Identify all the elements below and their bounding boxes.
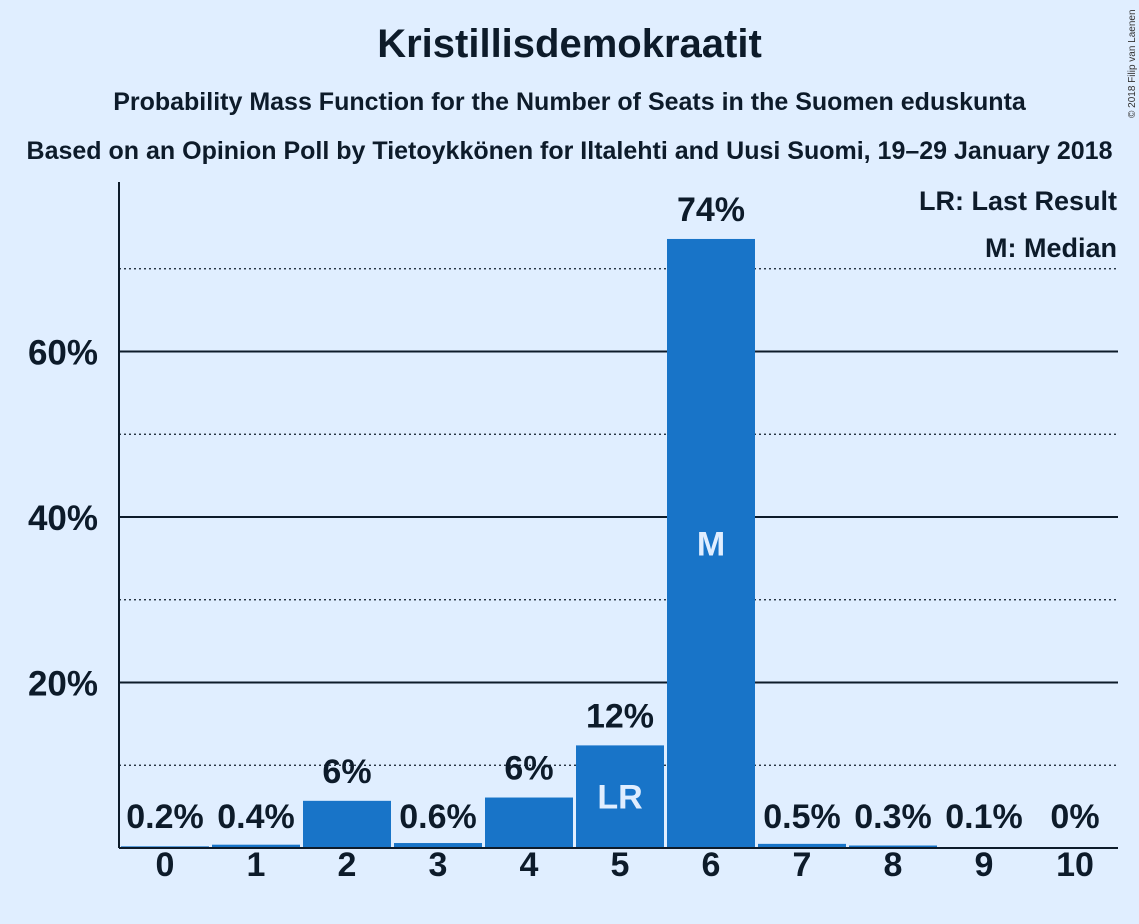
x-axis-labels: 0 1 2 3 4 5 6 7 8 9 10 [156,846,1094,884]
x-tick-label: 2 [338,846,357,884]
y-tick-label: 40% [28,499,98,538]
gridlines [119,268,1118,766]
y-axis-labels: 20% 40% 60% [28,334,98,704]
bar-value-label: 0.6% [399,798,477,836]
x-tick-label: 4 [520,846,539,884]
chart-source: Based on an Opinion Poll by Tietoykkönen… [26,137,1113,165]
bar-4 [485,797,573,848]
y-tick-label: 20% [28,665,98,704]
x-tick-label: 5 [611,846,630,884]
legend-median: M: Median [985,233,1117,263]
bar-value-label: 0.4% [217,798,295,836]
bar-6 [667,238,755,848]
x-tick-label: 0 [156,846,175,884]
x-tick-label: 3 [429,846,448,884]
bar-2 [303,800,391,848]
bar-value-label: 12% [586,697,654,735]
bar-value-label: 74% [677,191,745,229]
bar-5 [576,745,664,848]
chart-subtitle: Probability Mass Function for the Number… [113,88,1026,116]
bar-value-label: 6% [322,753,371,791]
bar-8 [849,845,937,848]
x-tick-label: 6 [702,846,721,884]
bar-value-label: 0% [1050,798,1099,836]
bar-value-label: 0.5% [763,798,841,836]
bar-value-labels: 0.2% 0.4% 6% 0.6% 6% 12% 74% 0.5% 0.3% 0.1% 0% LR M [126,191,1099,836]
bar-3 [394,843,482,848]
x-tick-label: 1 [247,846,266,884]
bar-7 [758,843,846,848]
chart-title: Kristillisdemokraatit [377,22,762,66]
bars [121,238,1028,848]
last-result-marker: LR [597,779,642,817]
x-tick-label: 10 [1056,846,1094,884]
bar-value-label: 0.2% [126,798,204,836]
legend-last-result: LR: Last Result [919,186,1117,216]
x-tick-label: 7 [793,846,812,884]
x-tick-label: 9 [975,846,994,884]
x-tick-label: 8 [884,846,903,884]
bar-1 [212,844,300,848]
y-tick-label: 60% [28,334,98,373]
bar-value-label: 0.1% [945,798,1023,836]
bar-value-label: 0.3% [854,798,932,836]
bar-value-label: 6% [504,750,553,788]
median-marker: M [697,525,725,563]
